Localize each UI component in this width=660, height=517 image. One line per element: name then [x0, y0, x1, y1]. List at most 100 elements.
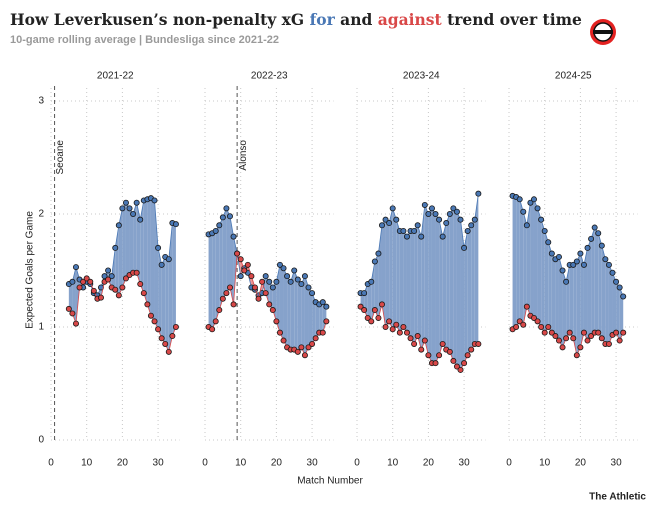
data-point — [513, 323, 520, 330]
data-point — [112, 244, 119, 251]
gap-area — [435, 214, 440, 364]
gap-area — [555, 256, 559, 341]
data-point — [545, 323, 552, 330]
data-point — [305, 284, 312, 291]
gap-area — [308, 287, 313, 348]
data-point — [450, 205, 457, 212]
data-point — [613, 329, 620, 336]
gap-area — [150, 198, 155, 322]
gap-area — [68, 281, 73, 314]
x-tick-label: 30 — [459, 458, 471, 469]
data-point — [516, 196, 523, 203]
data-point — [115, 222, 122, 229]
data-point — [595, 329, 602, 336]
gap-area — [381, 219, 386, 327]
data-point — [105, 276, 112, 283]
data-point — [112, 286, 119, 293]
gap-area — [118, 208, 123, 296]
data-point — [573, 352, 580, 359]
title-against: against — [378, 10, 443, 29]
logo-band — [593, 30, 613, 34]
data-point — [276, 261, 283, 268]
data-point — [432, 210, 439, 217]
gap-area — [594, 227, 599, 333]
data-point — [172, 221, 179, 228]
data-point — [378, 301, 385, 308]
data-point — [312, 335, 319, 342]
data-point — [468, 346, 475, 353]
data-point — [244, 261, 251, 268]
data-point — [119, 205, 126, 212]
data-point — [400, 323, 407, 330]
data-point — [534, 205, 541, 212]
gap-area — [322, 302, 327, 333]
data-point — [291, 267, 298, 274]
data-point — [570, 261, 577, 268]
data-point — [115, 292, 122, 299]
data-point — [101, 273, 108, 280]
gap-area — [403, 230, 407, 333]
gap-area — [111, 247, 116, 290]
data-point — [421, 337, 428, 344]
data-point — [425, 352, 432, 359]
gap-area — [530, 199, 534, 318]
gap-area — [161, 256, 166, 344]
data-point — [468, 222, 475, 229]
gap-area — [519, 199, 524, 325]
gap-area — [279, 264, 284, 341]
data-point — [276, 329, 283, 336]
data-point — [72, 320, 79, 327]
data-point — [464, 227, 471, 234]
data-point — [520, 321, 527, 328]
data-point — [301, 273, 308, 280]
data-point — [319, 329, 326, 336]
gap-area — [143, 199, 148, 305]
data-point — [566, 329, 573, 336]
gap-area — [215, 225, 220, 322]
title-part: trend over time — [442, 10, 582, 29]
series-line — [360, 193, 479, 294]
gap-area — [319, 302, 323, 333]
data-point — [453, 208, 460, 215]
data-point — [613, 278, 620, 285]
gap-area — [548, 242, 552, 333]
data-point — [87, 278, 94, 285]
data-point — [97, 294, 104, 301]
data-point — [461, 360, 468, 367]
data-point — [280, 265, 287, 272]
data-point — [545, 239, 552, 246]
data-point — [548, 250, 555, 257]
gap-area — [598, 233, 602, 339]
gap-area — [605, 259, 609, 344]
data-point — [457, 216, 464, 223]
y-tick-label: 1 — [38, 322, 44, 333]
gap-area — [576, 253, 581, 356]
gap-area — [219, 217, 223, 311]
data-point — [294, 348, 301, 355]
data-point — [361, 307, 368, 314]
data-point — [520, 208, 527, 215]
gap-area — [287, 276, 291, 350]
data-point — [407, 335, 414, 342]
gap-area — [222, 208, 227, 299]
data-point — [266, 278, 273, 285]
y-tick-label: 3 — [38, 96, 44, 107]
gap-area — [283, 268, 288, 348]
data-point — [555, 337, 562, 344]
data-point — [122, 199, 129, 206]
gap-area — [424, 204, 429, 356]
x-axis-label: Match Number — [297, 476, 363, 487]
data-point — [414, 333, 421, 340]
gap-area — [406, 230, 411, 339]
data-point — [323, 303, 330, 310]
data-point — [616, 337, 623, 344]
gap-area — [562, 270, 567, 348]
data-point — [573, 258, 580, 265]
panel-title: 2023-24 — [403, 71, 440, 82]
data-point — [216, 307, 223, 314]
data-point — [428, 205, 435, 212]
gap-area — [410, 230, 415, 344]
data-point — [598, 242, 605, 249]
gap-area — [583, 247, 588, 341]
